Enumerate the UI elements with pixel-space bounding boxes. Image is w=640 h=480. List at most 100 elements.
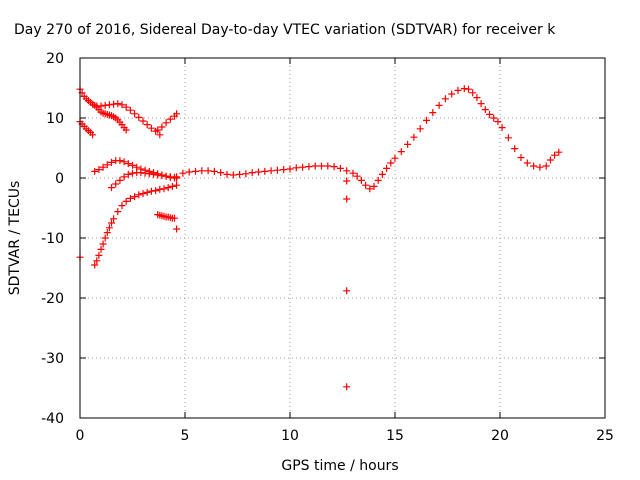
data-point [105, 224, 113, 232]
data-point [99, 240, 107, 248]
data-point [120, 173, 128, 181]
data-point [126, 194, 134, 202]
data-point [423, 116, 430, 124]
data-point [97, 245, 105, 253]
data-point [551, 151, 559, 159]
data-point [343, 383, 351, 391]
y-tick-label: 0 [55, 171, 64, 187]
x-tick-label: 20 [491, 428, 509, 444]
data-point [129, 161, 136, 169]
data-point [481, 106, 489, 114]
y-tick-label: -20 [41, 291, 64, 307]
data-point [517, 154, 525, 162]
data-point [164, 184, 172, 192]
data-point [530, 162, 538, 170]
chart-title: Day 270 of 2016, Sidereal Day-to-day VTE… [14, 22, 556, 38]
data-series-4 [76, 118, 97, 139]
data-point [139, 190, 147, 198]
data-point [103, 229, 111, 237]
data-point [454, 86, 462, 94]
data-series-7 [91, 181, 181, 269]
data-point [160, 185, 168, 193]
data-point [135, 191, 143, 199]
y-axis-label: SDTVAR / TECUs [7, 181, 23, 296]
data-point [536, 163, 544, 171]
data-point [504, 134, 512, 142]
data-point [131, 110, 139, 118]
x-axis-label: GPS time / hours [281, 458, 398, 474]
data-point [370, 182, 378, 190]
data-point [198, 167, 206, 175]
data-point [173, 225, 181, 233]
data-point [105, 101, 113, 109]
data-point [324, 162, 332, 170]
data-point [330, 163, 338, 171]
data-point [210, 167, 218, 175]
data-point [410, 133, 418, 141]
x-tick-label: 0 [76, 428, 85, 444]
data-point [166, 115, 174, 123]
data-point [158, 123, 166, 131]
data-point [95, 166, 103, 174]
data-point [93, 257, 101, 265]
data-point [179, 169, 187, 177]
data-point [349, 169, 357, 177]
data-point [374, 176, 382, 184]
data-point [391, 154, 399, 162]
data-point [357, 176, 365, 184]
data-point [378, 170, 386, 178]
data-point [124, 170, 132, 178]
data-point [435, 101, 443, 109]
data-point [261, 167, 269, 175]
data-point [185, 168, 193, 176]
data-point [112, 180, 120, 188]
data-point [99, 163, 107, 171]
grid [80, 58, 605, 418]
data-point [103, 161, 111, 169]
data-point [248, 169, 256, 177]
data-point [173, 110, 181, 118]
data-point [171, 214, 178, 222]
data-point [542, 162, 550, 170]
data-point [343, 167, 351, 175]
data-point [229, 171, 237, 179]
data-point [122, 103, 130, 111]
data-point [305, 163, 313, 171]
data-point [114, 100, 122, 108]
data-point [143, 121, 151, 129]
data-point [116, 157, 124, 165]
data-point [336, 164, 344, 172]
plot-frame [79, 57, 606, 419]
data-point [192, 167, 199, 175]
data-point [469, 89, 477, 97]
data-point [416, 125, 424, 133]
y-tick-label: -40 [41, 411, 64, 427]
data-point [498, 124, 506, 132]
data-point [122, 197, 130, 205]
data-point [154, 126, 162, 134]
data-point [168, 182, 176, 190]
axis-ticks: 0 5 10 15 20 25 -40 -30 -20 -10 0 10 20 [41, 51, 614, 444]
data-point [473, 94, 481, 102]
data-point [156, 131, 164, 139]
data-point [173, 181, 181, 189]
data-point [490, 114, 498, 122]
data-point [343, 177, 351, 185]
data-point [441, 95, 449, 103]
data-point [162, 119, 170, 127]
data-point [353, 172, 361, 180]
data-point [135, 113, 143, 121]
data-point [383, 164, 391, 172]
x-tick-label: 10 [281, 428, 299, 444]
y-tick-label: -10 [41, 231, 64, 247]
data-point [494, 118, 502, 126]
data-point [362, 181, 370, 189]
data-point [366, 185, 374, 193]
x-tick-label: 25 [596, 428, 614, 444]
data-point [343, 287, 351, 295]
data-point [118, 101, 126, 109]
data-point [108, 219, 115, 227]
data-point [120, 158, 128, 166]
data-point [91, 261, 99, 269]
data-point [267, 167, 275, 175]
